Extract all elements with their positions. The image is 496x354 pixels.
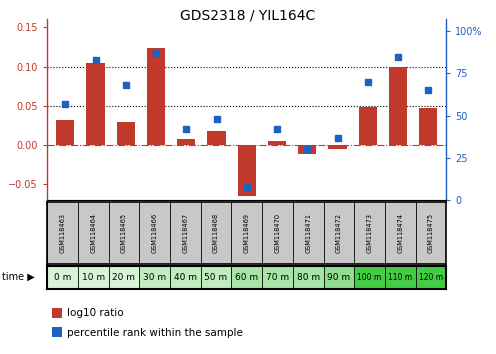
Text: GSM118475: GSM118475: [428, 213, 434, 253]
Text: GSM118470: GSM118470: [274, 213, 280, 253]
Bar: [177, 139, 195, 145]
Bar: [109, 266, 139, 289]
Text: 10 m: 10 m: [82, 273, 105, 281]
Text: 90 m: 90 m: [327, 273, 351, 281]
Text: percentile rank within the sample: percentile rank within the sample: [67, 328, 243, 338]
Text: 110 m: 110 m: [388, 273, 412, 281]
Text: GSM118469: GSM118469: [244, 213, 250, 253]
Text: 50 m: 50 m: [204, 273, 228, 281]
Bar: [78, 266, 109, 289]
Text: GSM118464: GSM118464: [90, 213, 96, 253]
Text: 120 m: 120 m: [419, 273, 443, 281]
Text: GSM118472: GSM118472: [336, 213, 342, 253]
Bar: [298, 145, 316, 154]
Bar: [323, 266, 354, 289]
Text: 40 m: 40 m: [174, 273, 197, 281]
Text: GSM118473: GSM118473: [367, 213, 372, 253]
Text: GSM118471: GSM118471: [305, 213, 311, 253]
Bar: [328, 145, 347, 149]
Bar: [354, 266, 385, 289]
Text: GSM118463: GSM118463: [60, 213, 65, 253]
Bar: [201, 266, 232, 289]
Bar: [359, 107, 377, 145]
Text: GSM118466: GSM118466: [152, 213, 158, 253]
Bar: [238, 145, 256, 196]
Text: 100 m: 100 m: [358, 273, 382, 281]
Text: GSM118468: GSM118468: [213, 213, 219, 253]
Text: GSM118474: GSM118474: [397, 213, 403, 253]
Bar: [419, 108, 437, 145]
Bar: [117, 121, 135, 145]
Bar: [47, 266, 78, 289]
Bar: [268, 141, 286, 145]
Bar: [385, 266, 416, 289]
Bar: [232, 266, 262, 289]
Bar: [139, 266, 170, 289]
Text: time ▶: time ▶: [2, 272, 35, 282]
Bar: [262, 266, 293, 289]
Bar: [86, 63, 105, 145]
Text: GDS2318 / YIL164C: GDS2318 / YIL164C: [181, 9, 315, 23]
Bar: [416, 266, 446, 289]
Text: GSM118467: GSM118467: [183, 213, 188, 253]
Text: 70 m: 70 m: [266, 273, 289, 281]
Text: 80 m: 80 m: [297, 273, 320, 281]
Text: 60 m: 60 m: [235, 273, 258, 281]
Bar: [293, 266, 323, 289]
Bar: [389, 67, 407, 145]
Text: log10 ratio: log10 ratio: [67, 308, 124, 318]
Text: 0 m: 0 m: [54, 273, 71, 281]
Bar: [56, 120, 74, 145]
Bar: [207, 131, 226, 145]
Text: GSM118465: GSM118465: [121, 213, 127, 253]
Bar: [147, 48, 165, 145]
Text: 20 m: 20 m: [113, 273, 135, 281]
Bar: [170, 266, 201, 289]
Text: 30 m: 30 m: [143, 273, 166, 281]
